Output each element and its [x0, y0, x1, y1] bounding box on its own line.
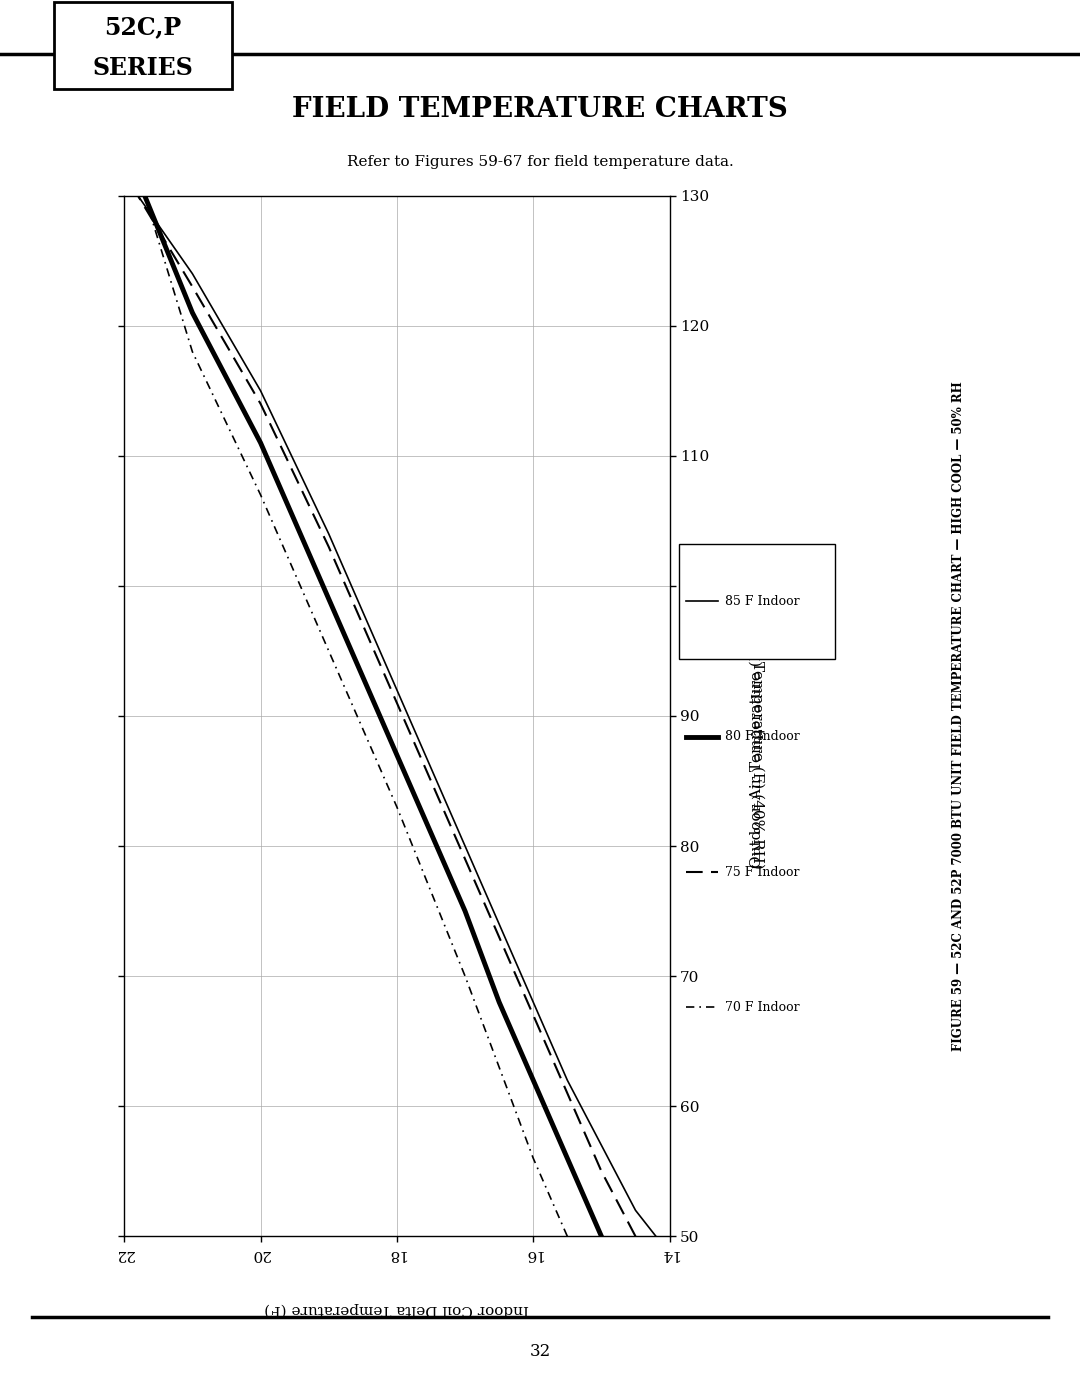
- Text: 52C,P: 52C,P: [105, 15, 181, 39]
- Text: Refer to Figures 59-67 for field temperature data.: Refer to Figures 59-67 for field tempera…: [347, 155, 733, 169]
- FancyBboxPatch shape: [679, 545, 835, 659]
- Text: 75 F Indoor: 75 F Indoor: [725, 866, 799, 879]
- Text: 85 F Indoor: 85 F Indoor: [725, 595, 799, 608]
- Text: 85 F Indoor: 85 F Indoor: [725, 595, 799, 608]
- Text: FIGURE 59 — 52C AND 52P 7000 BTU UNIT FIELD TEMPERATURE CHART — HIGH COOL — 50% : FIGURE 59 — 52C AND 52P 7000 BTU UNIT FI…: [951, 381, 966, 1051]
- Text: FIELD TEMPERATURE CHARTS: FIELD TEMPERATURE CHARTS: [292, 96, 788, 123]
- FancyBboxPatch shape: [54, 1, 232, 89]
- Text: 70 F Indoor: 70 F Indoor: [725, 1000, 799, 1014]
- Text: Outdoor Air Temperature (F) (40% RH): Outdoor Air Temperature (F) (40% RH): [750, 563, 765, 869]
- Y-axis label: Outdoor Air Temperature (F) (40% RH): Outdoor Air Temperature (F) (40% RH): [751, 563, 765, 869]
- Text: SERIES: SERIES: [93, 56, 193, 80]
- X-axis label: Indoor Coil Delta Temperature (F): Indoor Coil Delta Temperature (F): [265, 1302, 529, 1317]
- Text: 32: 32: [529, 1343, 551, 1361]
- Text: 80 F Indoor: 80 F Indoor: [725, 731, 799, 743]
